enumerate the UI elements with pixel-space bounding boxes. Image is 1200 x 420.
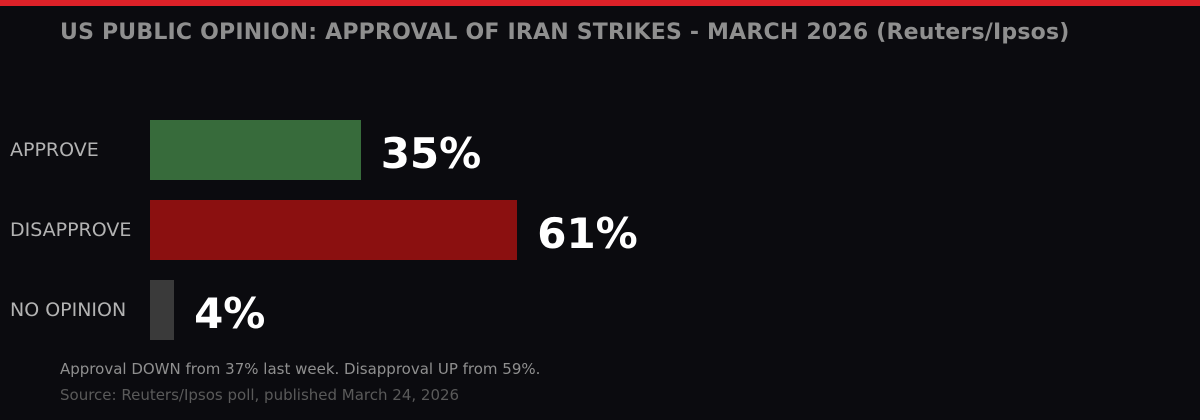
bar-disapprove [150, 200, 518, 260]
value-label-disapprove: 61% [537, 209, 638, 258]
trend-note: Approval DOWN from 37% last week. Disapp… [60, 360, 541, 378]
source-note: Source: Reuters/Ipsos poll, published Ma… [60, 386, 460, 404]
chart-title: US PUBLIC OPINION: APPROVAL OF IRAN STRI… [60, 20, 1070, 45]
category-label-disapprove: DISAPPROVE [10, 219, 132, 241]
category-label-approve: APPROVE [10, 139, 99, 161]
value-label-no-opinion: 4% [194, 289, 266, 338]
category-label-no-opinion: NO OPINION [10, 299, 127, 321]
top-accent-bar [0, 0, 1200, 6]
bar-no-opinion [150, 280, 175, 340]
value-label-approve: 35% [380, 129, 482, 178]
bar-approve [150, 120, 361, 180]
